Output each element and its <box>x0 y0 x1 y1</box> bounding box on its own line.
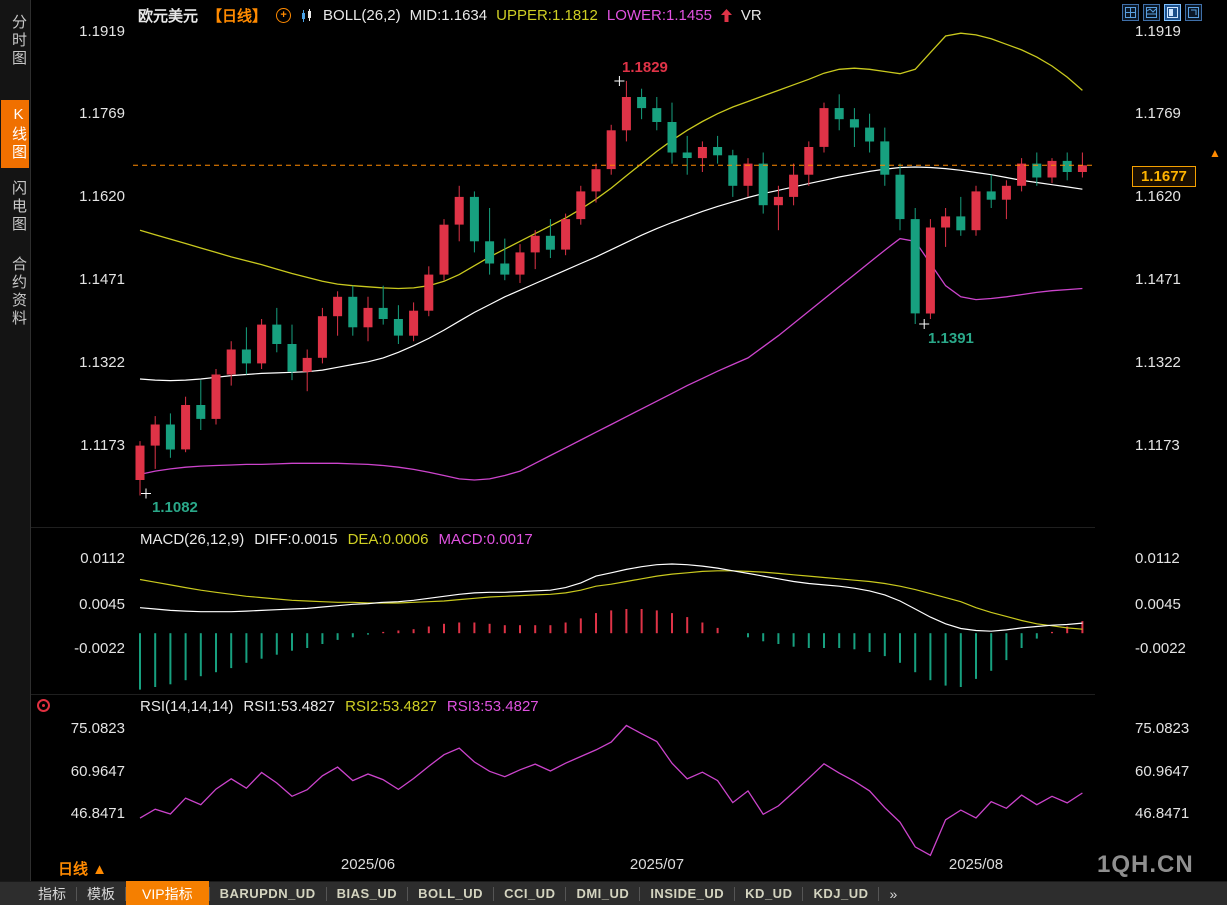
layout-quad-icon[interactable] <box>1122 4 1139 21</box>
y-axis-label: 1.1322 <box>1135 354 1181 371</box>
y-axis-label: 1.1173 <box>1135 437 1180 454</box>
y-axis-label: 1.1769 <box>1135 105 1181 122</box>
y-axis-label: 46.8471 <box>70 805 125 822</box>
tab-indicators[interactable]: 指标 <box>38 885 66 902</box>
tab-separator <box>565 886 567 901</box>
trend-up-arrow-icon <box>720 9 732 22</box>
y-axis-label: 1.1919 <box>79 23 125 40</box>
y-axis-label: 75.0823 <box>1135 720 1190 737</box>
tab-separator <box>125 886 126 901</box>
y-axis-label: 60.9647 <box>70 763 125 780</box>
y-axis-label: 46.8471 <box>1135 805 1190 822</box>
sidebar-item-contract-info[interactable]: 合约资料 <box>10 256 27 328</box>
bottom-tabbar: 指标 模板 VIP指标 BARUPDN_UD BIAS_UD BOLL_UD C… <box>0 880 1227 905</box>
x-axis-date: 2025/07 <box>629 856 685 873</box>
rsi1-label: RSI1:53.4827 <box>243 698 336 715</box>
y-axis-label: -0.0022 <box>74 640 125 657</box>
rsi3-label: RSI3:53.4827 <box>446 698 539 715</box>
tab-separator <box>208 886 210 901</box>
boll-upper-label: UPPER:1.1812 <box>496 7 598 24</box>
price-up-arrow-icon: ▲ <box>1209 146 1221 160</box>
layout-icon-group <box>1122 4 1202 21</box>
start-low-annotation: 1.1082 <box>152 499 198 516</box>
vr-label: VR <box>740 7 762 24</box>
left-sidebar: 分时图 K线图 闪电图 合约资料 <box>0 0 31 881</box>
add-indicator-icon[interactable]: + <box>276 8 292 23</box>
tab-kdj-ud[interactable]: KDJ_UD <box>813 886 869 901</box>
macd-header: MACD(26,12,9) DIFF:0.0015 DEA:0.0006 MAC… <box>140 531 533 548</box>
y-axis-label: 1.1471 <box>1135 271 1181 288</box>
x-axis-date: 2025/06 <box>340 856 396 873</box>
period-selector[interactable]: 日线 ▲ <box>58 861 108 878</box>
macd-params-label: MACD(26,12,9) <box>140 531 245 548</box>
red-target-icon[interactable] <box>37 699 50 712</box>
tab-templates[interactable]: 模板 <box>87 885 115 902</box>
x-axis-date: 2025/08 <box>948 856 1004 873</box>
layout-single-icon[interactable] <box>1185 4 1202 21</box>
y-axis-label: 1.1620 <box>1135 188 1181 205</box>
layout-split-icon[interactable] <box>1143 4 1160 21</box>
rsi-params-label: RSI(14,14,14) <box>140 698 234 715</box>
kline-type-icon[interactable] <box>300 8 314 23</box>
y-axis-label: 1.1173 <box>80 437 125 454</box>
tab-separator <box>325 886 327 901</box>
y-axis-label: 1.1322 <box>79 354 125 371</box>
tab-separator <box>878 886 880 901</box>
y-axis-label: 0.0045 <box>79 596 125 613</box>
tab-cci-ud[interactable]: CCI_UD <box>504 886 556 901</box>
sidebar-item-time-chart[interactable]: 分时图 <box>10 14 27 68</box>
tab-barupdn-ud[interactable]: BARUPDN_UD <box>219 886 316 901</box>
tab-bias-ud[interactable]: BIAS_UD <box>336 886 398 901</box>
panel-splitter[interactable] <box>31 694 1095 695</box>
rsi2-label: RSI2:53.4827 <box>345 698 437 715</box>
y-axis-label: 0.0112 <box>80 550 125 567</box>
y-axis-label: -0.0022 <box>1135 640 1186 657</box>
y-axis-label: 1.1471 <box>79 271 125 288</box>
macd-macd-label: MACD:0.0017 <box>438 531 533 548</box>
boll-mid-label: MID:1.1634 <box>409 7 488 24</box>
y-axis-label: 0.0112 <box>1135 550 1180 567</box>
boll-params-label: BOLL(26,2) <box>323 7 401 24</box>
high-price-annotation: 1.1829 <box>622 59 668 76</box>
boll-lower-label: LOWER:1.1455 <box>606 7 712 24</box>
tab-separator <box>407 886 409 901</box>
tab-separator <box>639 886 641 901</box>
panel-splitter[interactable] <box>31 527 1095 528</box>
sidebar-item-flash-chart[interactable]: 闪电图 <box>10 180 27 234</box>
macd-dea-label: DEA:0.0006 <box>347 531 429 548</box>
tab-inside-ud[interactable]: INSIDE_UD <box>650 886 725 901</box>
y-axis-label: 60.9647 <box>1135 763 1190 780</box>
symbol-name: 欧元美元 <box>138 8 199 25</box>
tab-dmi-ud[interactable]: DMI_UD <box>576 886 630 901</box>
last-price-tag: 1.1677 <box>1132 166 1196 187</box>
watermark: 1QH.CN <box>1097 851 1194 878</box>
tab-separator <box>802 886 804 901</box>
macd-diff-label: DIFF:0.0015 <box>254 531 338 548</box>
low-price-annotation: 1.1391 <box>928 330 974 347</box>
tab-separator <box>734 886 736 901</box>
sidebar-item-kline-chart[interactable]: K线图 <box>1 100 29 168</box>
y-axis-label: 75.0823 <box>70 720 125 737</box>
y-axis-label: 0.0045 <box>1135 596 1181 613</box>
tab-more[interactable]: » <box>889 885 898 902</box>
tab-separator <box>76 886 77 901</box>
tab-kd-ud[interactable]: KD_UD <box>745 886 793 901</box>
y-axis-label: 1.1769 <box>79 105 125 122</box>
tab-separator <box>493 886 495 901</box>
rsi-header: RSI(14,14,14) RSI1:53.4827 RSI2:53.4827 … <box>140 698 539 715</box>
tab-vip-indicators[interactable]: VIP指标 <box>126 880 209 905</box>
chart-header-bar: 欧元美元 【日线】 + BOLL(26,2) MID:1.1634 UPPER:… <box>138 5 762 26</box>
layout-main-sub-icon[interactable] <box>1164 4 1181 21</box>
period-tag[interactable]: 【日线】 <box>207 8 268 25</box>
y-axis-label: 1.1919 <box>1135 23 1181 40</box>
tab-boll-ud[interactable]: BOLL_UD <box>418 886 484 901</box>
y-axis-label: 1.1620 <box>79 188 125 205</box>
